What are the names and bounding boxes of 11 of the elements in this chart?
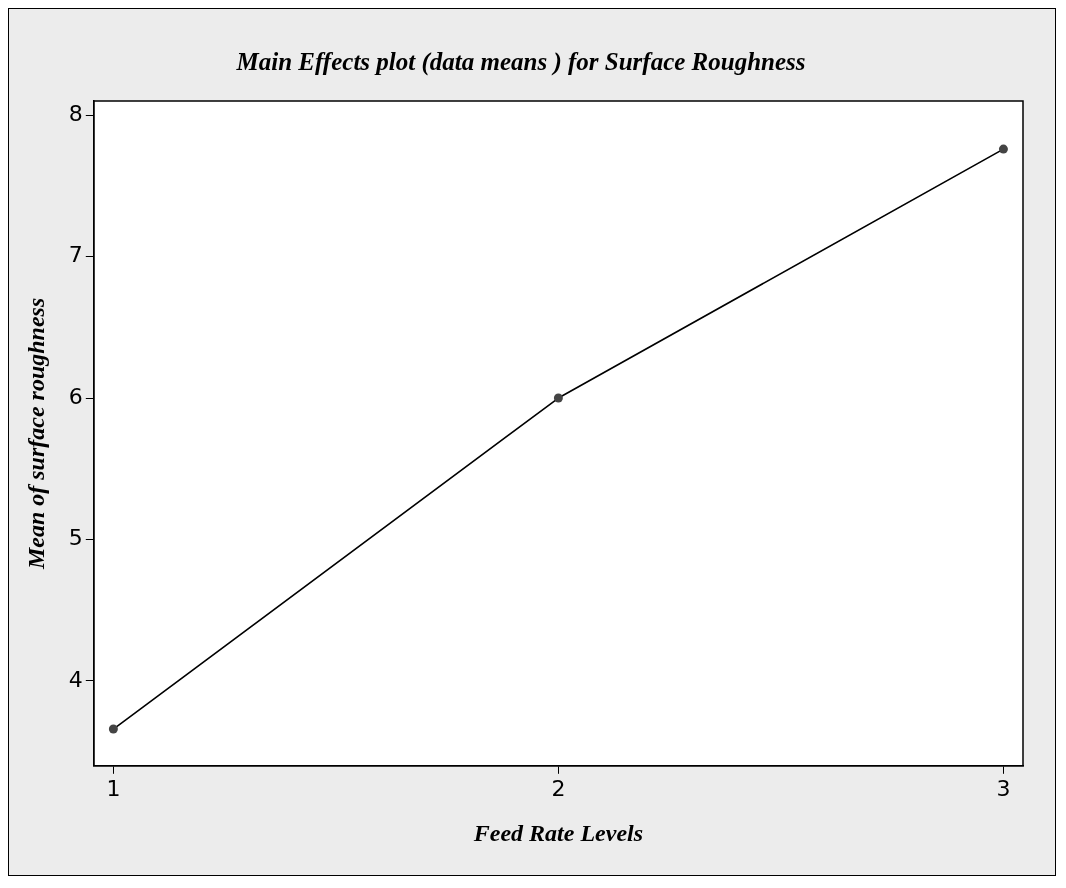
y-tick-label: 8 — [68, 100, 83, 126]
y-tick-label: 4 — [68, 666, 83, 692]
y-tick-label: 5 — [68, 525, 83, 551]
x-tick-label: 3 — [996, 775, 1011, 801]
x-tick-label: 1 — [106, 775, 121, 801]
x-tick-label: 2 — [551, 775, 566, 801]
x-axis-title: Feed Rate Levels — [472, 819, 644, 846]
y-tick-label: 7 — [68, 242, 83, 268]
y-tick-label: 6 — [68, 383, 83, 409]
y-axis-title: Mean of surface roughness — [22, 297, 49, 571]
chart-title: Main Effects plot (data means ) for Surface Roughness — [235, 48, 806, 77]
